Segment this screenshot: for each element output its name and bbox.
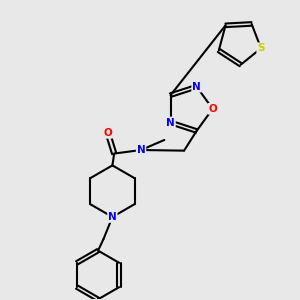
- Text: O: O: [208, 104, 217, 114]
- Text: S: S: [257, 43, 265, 53]
- Text: N: N: [166, 118, 175, 128]
- Text: N: N: [137, 145, 146, 155]
- Text: N: N: [192, 82, 201, 92]
- Text: N: N: [108, 212, 117, 222]
- Text: O: O: [103, 128, 112, 138]
